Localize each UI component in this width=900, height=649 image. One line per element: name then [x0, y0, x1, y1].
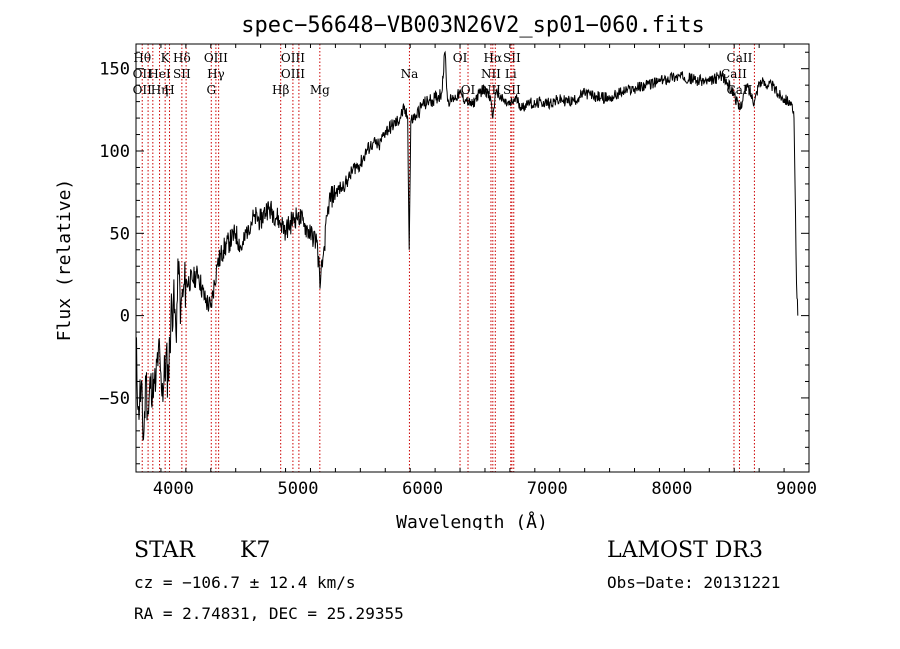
line-marker-label: OI — [453, 51, 468, 65]
y-tick-label: 50 — [110, 224, 130, 244]
line-marker-label: OII — [133, 67, 153, 81]
line-marker-label: H — [164, 83, 174, 97]
x-tick-label: 7000 — [527, 479, 568, 499]
line-marker-label: OI — [461, 83, 476, 97]
x-tick-label: 4000 — [153, 479, 194, 499]
line-marker-label: Na — [401, 67, 419, 81]
axes: 4000 5000 6000 7000 8000 9000 −50 0 50 100 150 — [99, 44, 817, 499]
flux-line — [135, 50, 799, 441]
line-marker-label: Hβ — [272, 83, 289, 97]
y-axis-label: Flux (relative) — [54, 179, 75, 342]
line-markers: HθOIIOIIHeIHηKHHδSIIGOIIIHγHβOIIIOIIIMgN… — [133, 44, 755, 472]
line-marker-label: SII — [503, 51, 521, 65]
line-marker-label: OIII — [281, 67, 305, 81]
line-marker-label: Hδ — [173, 51, 191, 65]
y-tick-label: 150 — [99, 60, 130, 80]
spectrum-chart: spec−56648−VB003N26V2_sp01−060.fits Hθ OI… — [54, 13, 817, 530]
line-marker-label: G — [206, 83, 216, 97]
flux-series — [135, 50, 799, 441]
x-axis-label: Wavelength (Å) — [396, 511, 548, 530]
line-marker-label: K — [161, 51, 171, 65]
object-class: STAR — [134, 538, 195, 563]
line-marker-label: HeI — [148, 67, 171, 81]
line-marker-label: CaII — [727, 51, 753, 65]
chart-title: spec−56648−VB003N26V2_sp01−060.fits — [241, 13, 705, 38]
x-tick-label: 9000 — [776, 479, 817, 499]
object-subclass: K7 — [240, 538, 271, 563]
line-marker-label: OII — [133, 83, 153, 97]
x-tick-label: 5000 — [278, 479, 319, 499]
redshift-velocity: cz = −106.7 ± 12.4 km/s — [134, 573, 356, 592]
ra-dec: RA = 2.74831, DEC = 25.29355 — [134, 604, 404, 623]
y-tick-label: −50 — [99, 389, 130, 409]
line-marker-label: Hθ — [133, 51, 151, 65]
line-marker-label: Hα — [484, 51, 503, 65]
x-tick-label: 6000 — [402, 479, 443, 499]
y-tick-label: 0 — [120, 307, 130, 327]
line-marker-label: OIII — [204, 51, 228, 65]
survey-name: LAMOST DR3 — [607, 538, 763, 563]
line-marker-label: CaII — [721, 67, 747, 81]
line-marker-label: Li — [505, 67, 517, 81]
x-tick-label: 8000 — [651, 479, 692, 499]
line-marker-label: Hη — [151, 83, 169, 97]
line-marker-label: Mg — [310, 83, 330, 97]
line-marker-label: Hγ — [207, 67, 225, 81]
plot-frame — [135, 43, 810, 473]
y-tick-label: 100 — [99, 142, 130, 162]
line-marker-label: SII — [503, 83, 521, 97]
line-marker-label: SII — [173, 67, 191, 81]
obs-date: Obs−Date: 20131221 — [607, 573, 781, 592]
line-marker-label: NII — [481, 67, 501, 81]
line-marker-label: OIII — [281, 51, 305, 65]
